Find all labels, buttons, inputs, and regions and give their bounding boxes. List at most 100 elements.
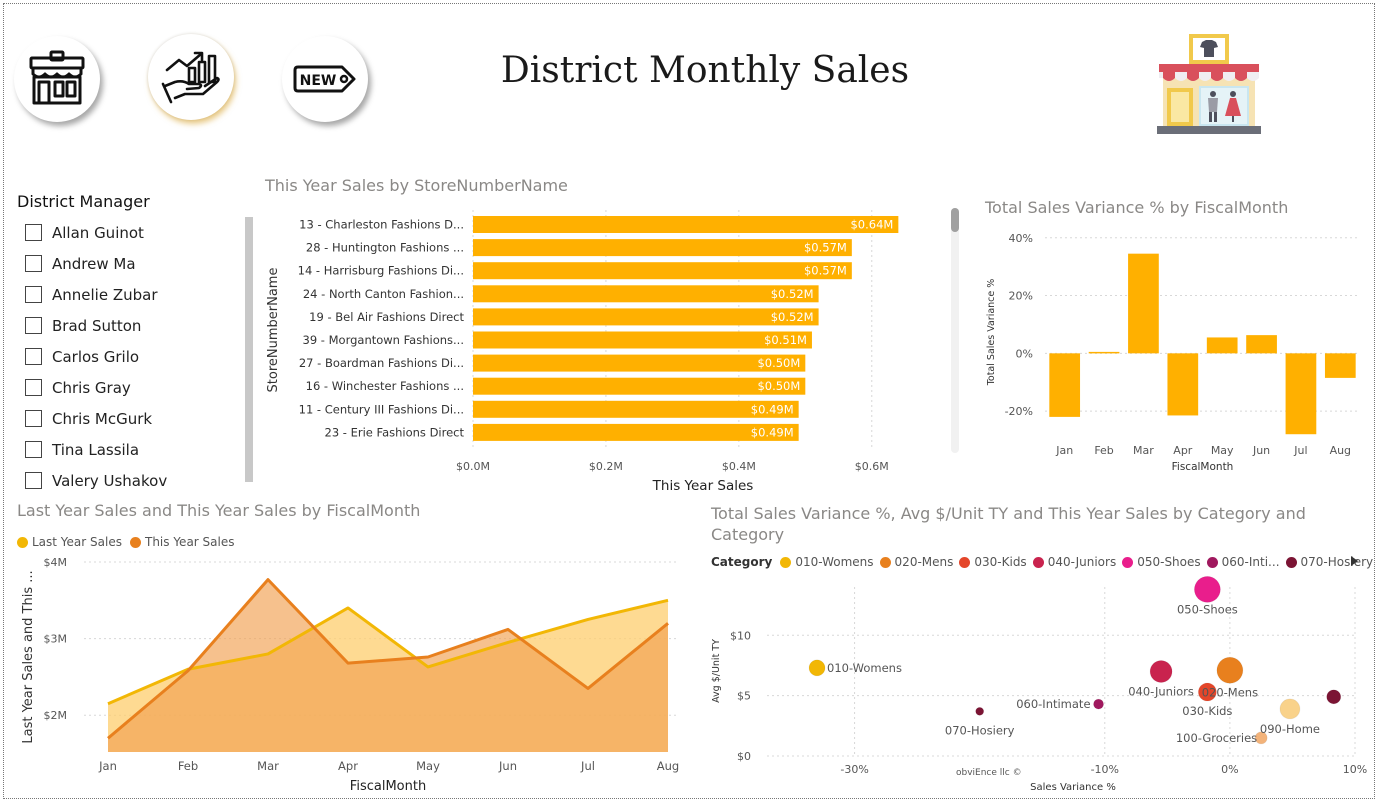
category-label: 39 - Morgantown Fashions... bbox=[303, 333, 464, 347]
x-tick-label: $0.6M bbox=[855, 460, 889, 473]
x-tick-label: Jul bbox=[1293, 444, 1307, 457]
slicer-title: District Manager bbox=[17, 192, 150, 211]
x-tick-label: Jan bbox=[98, 759, 117, 773]
category-label: 13 - Charleston Fashions D... bbox=[299, 218, 464, 232]
slicer-item-andrew-ma[interactable]: Andrew Ma bbox=[17, 248, 247, 279]
bar[interactable] bbox=[473, 423, 799, 441]
slicer-item-brad-sutton[interactable]: Brad Sutton bbox=[17, 310, 247, 341]
category-label: 11 - Century III Fashions Di... bbox=[299, 402, 464, 416]
bar-chart-scrollbar[interactable] bbox=[951, 208, 959, 232]
bar[interactable] bbox=[473, 216, 899, 233]
slicer-item-label: Carlos Grilo bbox=[52, 347, 140, 366]
legend-item-050-shoes[interactable]: 050-Shoes bbox=[1122, 555, 1201, 569]
sales-growth-icon bbox=[161, 51, 220, 104]
slicer-item-chris-mcgurk[interactable]: Chris McGurk bbox=[17, 403, 247, 434]
bubble-010-womens[interactable] bbox=[808, 659, 826, 677]
data-label: $0.49M bbox=[751, 425, 794, 439]
store-nav-button[interactable] bbox=[14, 36, 100, 122]
checkbox[interactable] bbox=[25, 379, 42, 396]
checkbox[interactable] bbox=[25, 348, 42, 365]
legend-item-010-womens[interactable]: 010-Womens bbox=[780, 555, 874, 569]
bar[interactable] bbox=[473, 285, 819, 303]
checkbox[interactable] bbox=[25, 441, 42, 458]
y-tick-label: $10 bbox=[730, 629, 751, 642]
bubble-060-intimate[interactable] bbox=[1093, 698, 1105, 710]
checkbox[interactable] bbox=[25, 472, 42, 489]
slicer-item-annelie-zubar[interactable]: Annelie Zubar bbox=[17, 279, 247, 310]
slicer-item-carlos-grilo[interactable]: Carlos Grilo bbox=[17, 341, 247, 372]
bar-chart-scroll-track[interactable] bbox=[951, 208, 959, 453]
legend-dot-icon bbox=[1032, 556, 1044, 568]
bar[interactable] bbox=[473, 377, 806, 395]
bar[interactable] bbox=[473, 331, 812, 349]
legend-item-070-hosiery[interactable]: 070-Hosiery bbox=[1285, 555, 1373, 569]
x-tick-label: 0% bbox=[1221, 763, 1238, 776]
checkbox[interactable] bbox=[25, 317, 42, 334]
legend-dot-icon bbox=[1285, 556, 1297, 568]
data-label: 100-Groceries bbox=[1176, 731, 1257, 745]
bubble-020-mens[interactable] bbox=[1216, 656, 1244, 684]
x-tick-label: $0.4M bbox=[722, 460, 756, 473]
data-label: $0.52M bbox=[771, 287, 814, 301]
slicer-item-chris-gray[interactable]: Chris Gray bbox=[17, 372, 247, 403]
area-this-year-sales[interactable] bbox=[108, 579, 668, 752]
checkbox[interactable] bbox=[25, 255, 42, 272]
category-label: 23 - Erie Fashions Direct bbox=[325, 425, 465, 439]
legend-item-060-inti[interactable]: 060-Inti... bbox=[1206, 555, 1280, 569]
checkbox[interactable] bbox=[25, 286, 42, 303]
bubble-030-kids[interactable] bbox=[1197, 682, 1217, 702]
line-this-year-sales[interactable] bbox=[107, 578, 669, 740]
column[interactable] bbox=[1206, 337, 1238, 354]
legend-item-last-year[interactable]: Last Year Sales bbox=[17, 535, 122, 549]
bubble-070-hosiery[interactable] bbox=[975, 706, 985, 716]
category-scatter-chart: $0 $5 $10 -30% -10% 0% 10% 010-Womens 020-Mens 03… bbox=[711, 575, 1367, 793]
y-tick-label: -20% bbox=[1005, 405, 1033, 418]
slicer-item-allan-guinot[interactable]: Allan Guinot bbox=[17, 217, 247, 248]
slicer-item-valery-ushakov[interactable]: Valery Ushakov bbox=[17, 465, 247, 496]
data-label: 030-Kids bbox=[1182, 704, 1232, 718]
line-last-year-sales[interactable] bbox=[107, 598, 669, 706]
bubble-100-groceries[interactable] bbox=[1254, 731, 1268, 745]
slicer-item-label: Chris McGurk bbox=[52, 409, 153, 428]
legend-label: 030-Kids bbox=[974, 555, 1027, 569]
slicer-scrollbar[interactable] bbox=[245, 217, 253, 482]
bubble-050-shoes[interactable] bbox=[1193, 575, 1221, 603]
column[interactable] bbox=[1088, 351, 1120, 354]
x-tick-label: $0.2M bbox=[589, 460, 623, 473]
legend-item-020-mens[interactable]: 020-Mens bbox=[879, 555, 953, 569]
new-stores-nav-button[interactable]: NEW bbox=[282, 36, 368, 122]
column[interactable] bbox=[1285, 353, 1317, 435]
sales-growth-nav-button[interactable] bbox=[148, 34, 234, 120]
legend-item-040-juniors[interactable]: 040-Juniors bbox=[1032, 555, 1116, 569]
column[interactable] bbox=[1128, 253, 1159, 354]
slicer-item-tina-lassila[interactable]: Tina Lassila bbox=[17, 434, 247, 465]
bar[interactable] bbox=[473, 400, 799, 418]
bar[interactable] bbox=[473, 354, 806, 372]
bubble-unlabeled[interactable] bbox=[1326, 689, 1342, 705]
legend-item-this-year[interactable]: This Year Sales bbox=[129, 535, 234, 549]
new-tag-icon: NEW bbox=[293, 65, 356, 93]
column[interactable] bbox=[1324, 353, 1356, 378]
bar[interactable] bbox=[473, 262, 852, 280]
checkbox[interactable] bbox=[25, 410, 42, 427]
bubble-040-juniors[interactable] bbox=[1149, 660, 1173, 683]
category-label: 27 - Boardman Fashions Di... bbox=[299, 356, 464, 370]
district-manager-slicer: District Manager Allan Guinot Andrew Ma An… bbox=[17, 192, 247, 492]
data-label: 070-Hosiery bbox=[945, 723, 1015, 737]
x-tick-label: Feb bbox=[178, 759, 198, 773]
column[interactable] bbox=[1167, 353, 1199, 416]
legend-next-arrow-icon[interactable] bbox=[1351, 556, 1358, 566]
column[interactable] bbox=[1049, 353, 1081, 417]
bar[interactable] bbox=[473, 308, 819, 326]
category-label: 28 - Huntington Fashions ... bbox=[306, 241, 464, 255]
slicer-item-label: Chris Gray bbox=[52, 378, 131, 397]
legend-label: 010-Womens bbox=[795, 555, 874, 569]
bar[interactable] bbox=[473, 239, 852, 257]
x-tick-label: -10% bbox=[1091, 763, 1119, 776]
column[interactable] bbox=[1246, 335, 1277, 354]
legend-item-030-kids[interactable]: 030-Kids bbox=[959, 555, 1027, 569]
checkbox[interactable] bbox=[25, 224, 42, 241]
bubble-090-home[interactable] bbox=[1279, 698, 1301, 720]
data-label: 060-Intimate bbox=[1016, 697, 1090, 711]
data-label: $0.51M bbox=[764, 333, 807, 347]
